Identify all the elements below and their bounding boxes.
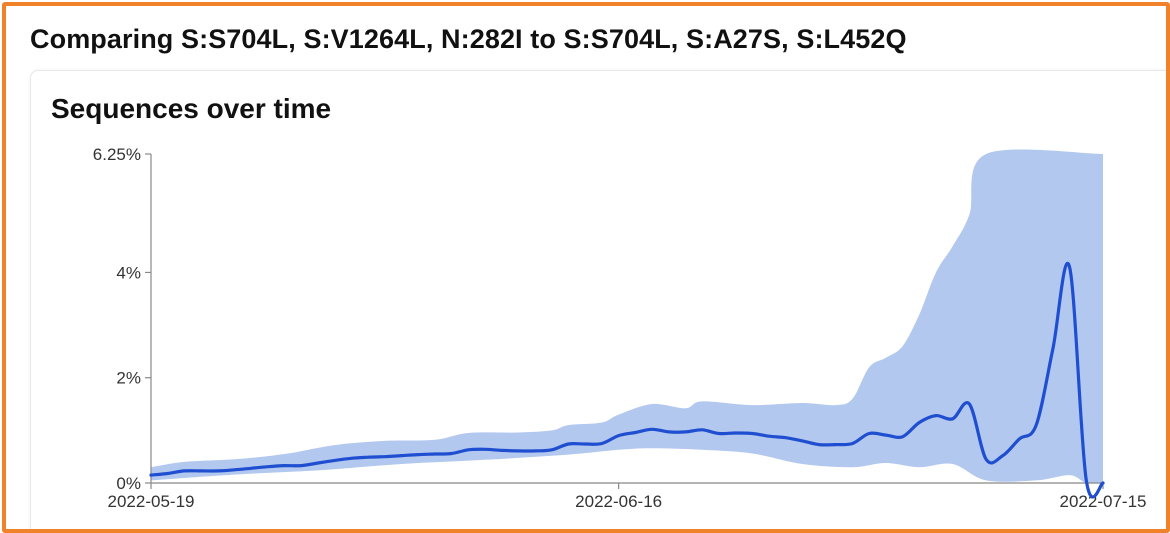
y-tick-label: 4%	[116, 263, 141, 282]
x-tick-label: 2022-06-16	[575, 492, 662, 511]
chart-card: Sequences over time 0% 2% 4% 6.25% 2022-05-1…	[30, 70, 1166, 529]
y-tick-label: 6.25%	[93, 145, 141, 164]
confidence-band	[151, 149, 1103, 484]
y-tick-label: 2%	[116, 369, 141, 388]
page-title: Comparing S:S704L, S:V1264L, N:282I to S…	[30, 24, 907, 54]
x-tick-label: 2022-07-15	[1060, 492, 1147, 511]
x-tick-label: 2022-05-19	[108, 492, 195, 511]
sequences-over-time-chart: 0% 2% 4% 6.25% 2022-05-19 2022-06-16 2022-07-1…	[93, 145, 1147, 511]
proportion-line	[149, 262, 1105, 499]
chart-title: Sequences over time	[51, 93, 332, 124]
y-tick-label: 0%	[116, 474, 141, 493]
